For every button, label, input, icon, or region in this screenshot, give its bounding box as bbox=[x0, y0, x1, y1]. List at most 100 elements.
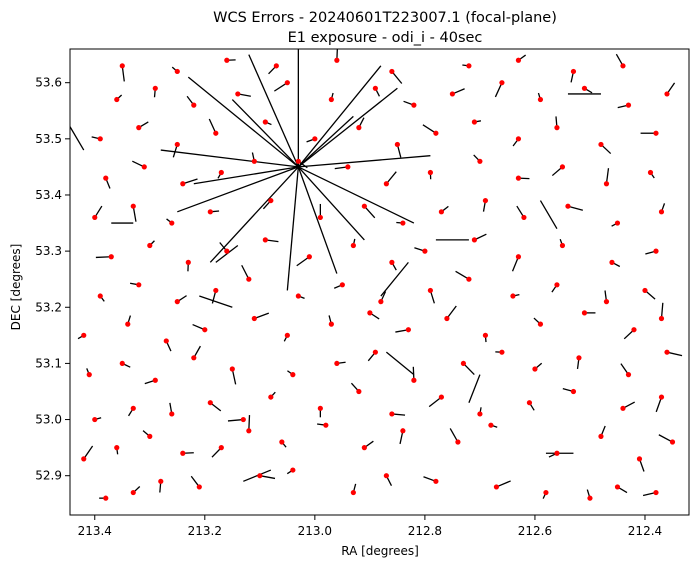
data-point bbox=[207, 209, 213, 215]
data-point bbox=[537, 321, 544, 327]
data-point bbox=[213, 130, 219, 136]
data-point bbox=[636, 456, 643, 462]
data-point bbox=[356, 125, 362, 131]
data-point bbox=[86, 372, 92, 378]
error-vector bbox=[187, 76, 299, 168]
data-point bbox=[361, 445, 367, 451]
data-point bbox=[570, 388, 577, 395]
data-point bbox=[290, 372, 296, 378]
data-point bbox=[119, 63, 125, 69]
data-point bbox=[664, 91, 670, 97]
data-point bbox=[647, 169, 654, 176]
data-point bbox=[515, 136, 522, 142]
data-point bbox=[284, 332, 290, 338]
data-point bbox=[284, 80, 290, 86]
data-point bbox=[328, 96, 334, 103]
x-tick-label: 213.2 bbox=[188, 524, 222, 538]
data-point bbox=[466, 276, 472, 282]
data-point bbox=[246, 428, 252, 434]
data-point bbox=[103, 175, 109, 181]
data-point bbox=[658, 209, 665, 215]
error-vector bbox=[297, 115, 354, 168]
data-point bbox=[658, 315, 665, 322]
data-point bbox=[664, 349, 670, 355]
error-vector bbox=[121, 65, 125, 82]
data-point bbox=[125, 321, 131, 327]
data-point bbox=[317, 405, 323, 411]
y-tick-label: 53.6 bbox=[35, 76, 62, 90]
data-point bbox=[356, 388, 362, 395]
data-point bbox=[268, 394, 274, 400]
error-vector bbox=[209, 166, 299, 263]
data-point bbox=[625, 372, 632, 378]
error-vector bbox=[241, 264, 250, 280]
y-tick-label: 53.2 bbox=[35, 300, 62, 314]
data-point bbox=[328, 321, 334, 327]
error-vector bbox=[446, 305, 457, 319]
data-point bbox=[114, 445, 120, 451]
data-point bbox=[383, 181, 389, 187]
data-point bbox=[240, 416, 246, 423]
data-point bbox=[312, 136, 318, 142]
data-point bbox=[191, 355, 197, 361]
data-point bbox=[262, 119, 268, 125]
error-vector bbox=[248, 415, 251, 431]
data-point bbox=[262, 237, 268, 243]
chart-title: WCS Errors - 20240601T223007.1 (focal-pl… bbox=[213, 10, 557, 26]
data-point bbox=[438, 394, 444, 400]
data-point bbox=[119, 360, 125, 367]
data-point bbox=[152, 85, 158, 91]
data-point bbox=[658, 394, 665, 400]
data-point bbox=[213, 287, 219, 294]
data-point bbox=[515, 254, 522, 260]
data-point bbox=[130, 489, 136, 496]
data-point bbox=[350, 242, 356, 249]
data-point bbox=[81, 456, 87, 462]
data-point bbox=[499, 80, 505, 86]
data-point bbox=[383, 473, 389, 479]
data-point bbox=[471, 237, 478, 243]
data-point bbox=[488, 422, 494, 428]
y-tick-label: 53.3 bbox=[35, 244, 62, 258]
data-point bbox=[136, 282, 142, 288]
data-point bbox=[537, 96, 544, 103]
data-point bbox=[565, 203, 571, 209]
data-point bbox=[411, 377, 417, 383]
data-point bbox=[97, 293, 103, 299]
data-point bbox=[152, 377, 158, 383]
error-vector bbox=[605, 168, 610, 184]
data-point bbox=[526, 400, 533, 406]
error-vector bbox=[199, 295, 233, 308]
data-point bbox=[543, 489, 549, 496]
data-point bbox=[625, 102, 632, 108]
data-point bbox=[378, 299, 384, 305]
data-point bbox=[400, 428, 406, 434]
data-point bbox=[207, 400, 213, 406]
data-point bbox=[191, 102, 197, 108]
x-axis-label: RA [degrees] bbox=[341, 544, 419, 558]
data-point bbox=[339, 282, 345, 288]
data-point bbox=[334, 57, 340, 63]
data-point bbox=[389, 68, 395, 75]
data-point bbox=[257, 473, 263, 479]
data-point bbox=[202, 327, 208, 333]
data-point bbox=[130, 405, 136, 411]
data-point bbox=[114, 96, 120, 103]
data-point bbox=[290, 467, 296, 473]
error-vector bbox=[70, 125, 85, 151]
data-point bbox=[570, 68, 577, 75]
axes: 213.4 213.2 213.0 212.8 212.6 212.4 52.9 53.0 53… bbox=[35, 48, 690, 538]
data-point bbox=[224, 57, 230, 63]
data-point bbox=[251, 158, 257, 164]
data-point bbox=[334, 360, 340, 367]
data-point bbox=[482, 197, 489, 204]
data-point bbox=[306, 254, 312, 260]
error-vector bbox=[539, 200, 558, 229]
data-point bbox=[576, 355, 582, 361]
data-point bbox=[620, 405, 626, 411]
data-point bbox=[614, 484, 621, 490]
data-point bbox=[218, 445, 224, 451]
data-point bbox=[631, 327, 637, 333]
data-point bbox=[603, 181, 610, 187]
